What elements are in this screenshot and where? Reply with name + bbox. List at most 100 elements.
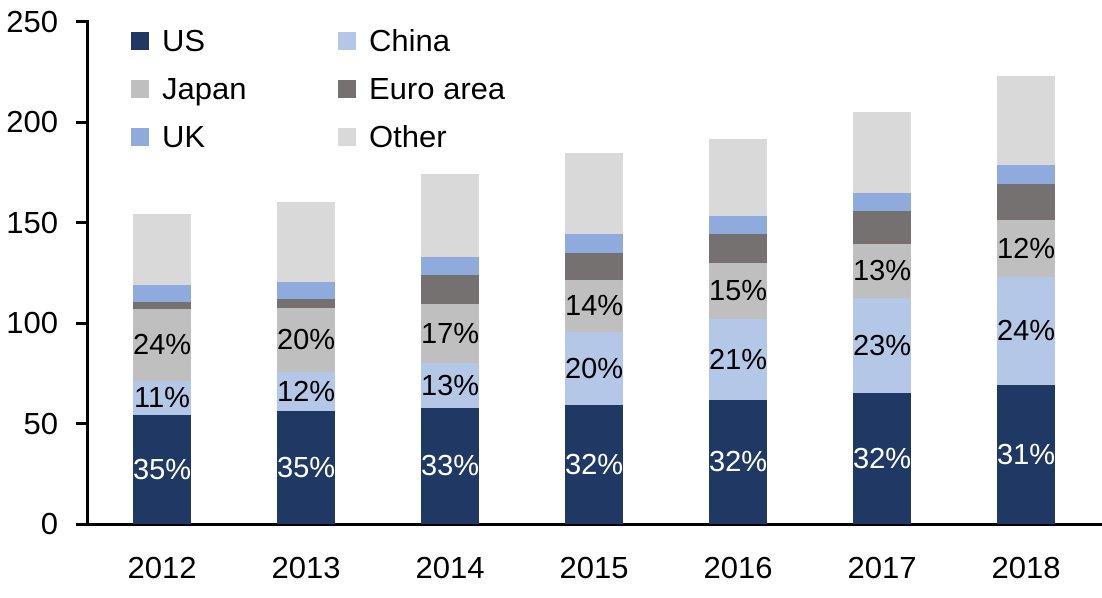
segment-percent-label: 24% (132, 329, 192, 362)
legend-label: Euro area (369, 71, 506, 106)
y-axis-tick (76, 422, 89, 425)
y-axis-tick (76, 120, 89, 124)
bar-segment-2016-euro-area (709, 233, 767, 263)
segment-percent-label: 12% (276, 375, 336, 408)
bar-segment-2012-euro-area (133, 301, 191, 309)
bar-segment-2013-uk (277, 281, 335, 299)
x-axis-label-2012: 2012 (127, 550, 197, 585)
legend-label: China (369, 23, 450, 58)
bar-segment-2017-uk (853, 193, 911, 212)
segment-percent-label: 33% (420, 450, 480, 483)
bar-segment-2013-china (277, 372, 335, 412)
bar-segment-2017-japan (853, 243, 911, 298)
bar-segment-2013-euro-area (277, 298, 335, 308)
bar-segment-2017-euro-area (853, 211, 911, 244)
bar-segment-2015-uk (565, 233, 623, 253)
x-axis-label-2016: 2016 (703, 550, 773, 585)
segment-percent-label: 11% (134, 382, 190, 415)
bar-segment-2016-china (709, 318, 767, 401)
legend-swatch-icon (131, 32, 149, 50)
segment-percent-label: 32% (564, 448, 624, 481)
x-axis-label-2013: 2013 (271, 550, 341, 585)
bar-segment-2012-us (133, 415, 191, 524)
y-axis-tick-label: 0 (40, 506, 58, 541)
segment-percent-label: 13% (420, 369, 480, 402)
bar-segment-2016-us (709, 400, 767, 524)
x-axis-label-2017: 2017 (847, 550, 917, 585)
y-axis-tick (76, 321, 89, 325)
segment-percent-label: 20% (276, 324, 336, 357)
legend-label: US (162, 23, 206, 58)
segment-percent-label: 31% (996, 438, 1056, 471)
segment-percent-label: 15% (708, 274, 768, 307)
y-axis-line (86, 20, 89, 526)
y-axis-tick-label: 100 (6, 305, 58, 340)
x-axis-label-2015: 2015 (559, 550, 629, 585)
bar-segment-2014-uk (421, 256, 479, 275)
legend-swatch-icon (338, 128, 356, 146)
bar-segment-2017-us (853, 393, 911, 524)
segment-percent-label: 21% (708, 343, 768, 376)
legend-swatch-icon (131, 80, 149, 98)
y-axis-tick-label: 250 (6, 3, 58, 39)
bar-segment-2013-japan (277, 307, 335, 373)
legend-label: Japan (162, 71, 247, 106)
bar-segment-2018-uk (997, 165, 1055, 185)
bar-segment-2015-us (565, 405, 623, 524)
x-axis-label-2018: 2018 (991, 550, 1061, 585)
bar-segment-2017-china (853, 297, 911, 394)
bar-segment-2014-us (421, 408, 479, 524)
bar-segment-2017-other (853, 111, 911, 194)
legend-item-euro-area: Euro area (338, 71, 505, 107)
y-axis-tick-label: 200 (6, 104, 58, 139)
segment-percent-label: 35% (132, 453, 192, 486)
legend-swatch-icon (131, 128, 149, 146)
segment-percent-label: 12% (996, 232, 1056, 265)
bar-segment-2018-euro-area (997, 184, 1055, 221)
segment-percent-label: 13% (852, 254, 912, 287)
bar-segment-2014-japan (421, 303, 479, 364)
legend-item-other: Other (338, 119, 447, 155)
bar-segment-2016-other (709, 139, 767, 217)
bar-segment-2012-uk (133, 284, 191, 302)
y-axis-tick-label: 50 (23, 405, 58, 441)
legend-label: Other (369, 119, 447, 154)
bar-segment-2015-other (565, 153, 623, 234)
bar-segment-2013-other (277, 202, 335, 282)
segment-percent-label: 23% (852, 329, 912, 362)
bar-segment-2016-uk (709, 216, 767, 234)
segment-percent-label: 20% (564, 352, 624, 385)
bar-segment-2018-us (997, 385, 1055, 524)
bar-segment-2012-china (133, 381, 191, 416)
bar-segment-2013-us (277, 411, 335, 524)
legend-item-us: US (131, 23, 205, 59)
segment-percent-label: 24% (996, 315, 1056, 348)
bar-segment-2015-japan (565, 279, 623, 333)
y-axis-tick (76, 221, 89, 224)
bar-segment-2014-other (421, 174, 479, 257)
segment-percent-label: 35% (276, 451, 336, 484)
y-axis-tick (76, 20, 89, 23)
bar-segment-2014-euro-area (421, 274, 479, 304)
legend-item-uk: UK (131, 119, 205, 155)
x-axis-line (76, 522, 1102, 526)
legend-item-japan: Japan (131, 71, 246, 107)
bar-segment-2012-japan (133, 308, 191, 382)
bar-segment-2015-euro-area (565, 252, 623, 280)
bar-segment-2012-other (133, 214, 191, 285)
y-axis-tick-label: 150 (6, 204, 58, 240)
bar-segment-2014-china (421, 363, 479, 409)
x-axis-label-2014: 2014 (415, 550, 485, 585)
segment-percent-label: 17% (420, 317, 480, 350)
bar-segment-2018-china (997, 276, 1055, 386)
segment-percent-label: 32% (852, 442, 912, 475)
segment-percent-label: 32% (708, 446, 768, 479)
bar-segment-2016-japan (709, 262, 767, 319)
bar-segment-2018-japan (997, 220, 1055, 277)
legend-label: UK (162, 119, 206, 154)
legend-swatch-icon (338, 32, 356, 50)
bar-segment-2015-china (565, 332, 623, 406)
bar-segment-2018-other (997, 75, 1055, 166)
legend-item-china: China (338, 23, 450, 59)
